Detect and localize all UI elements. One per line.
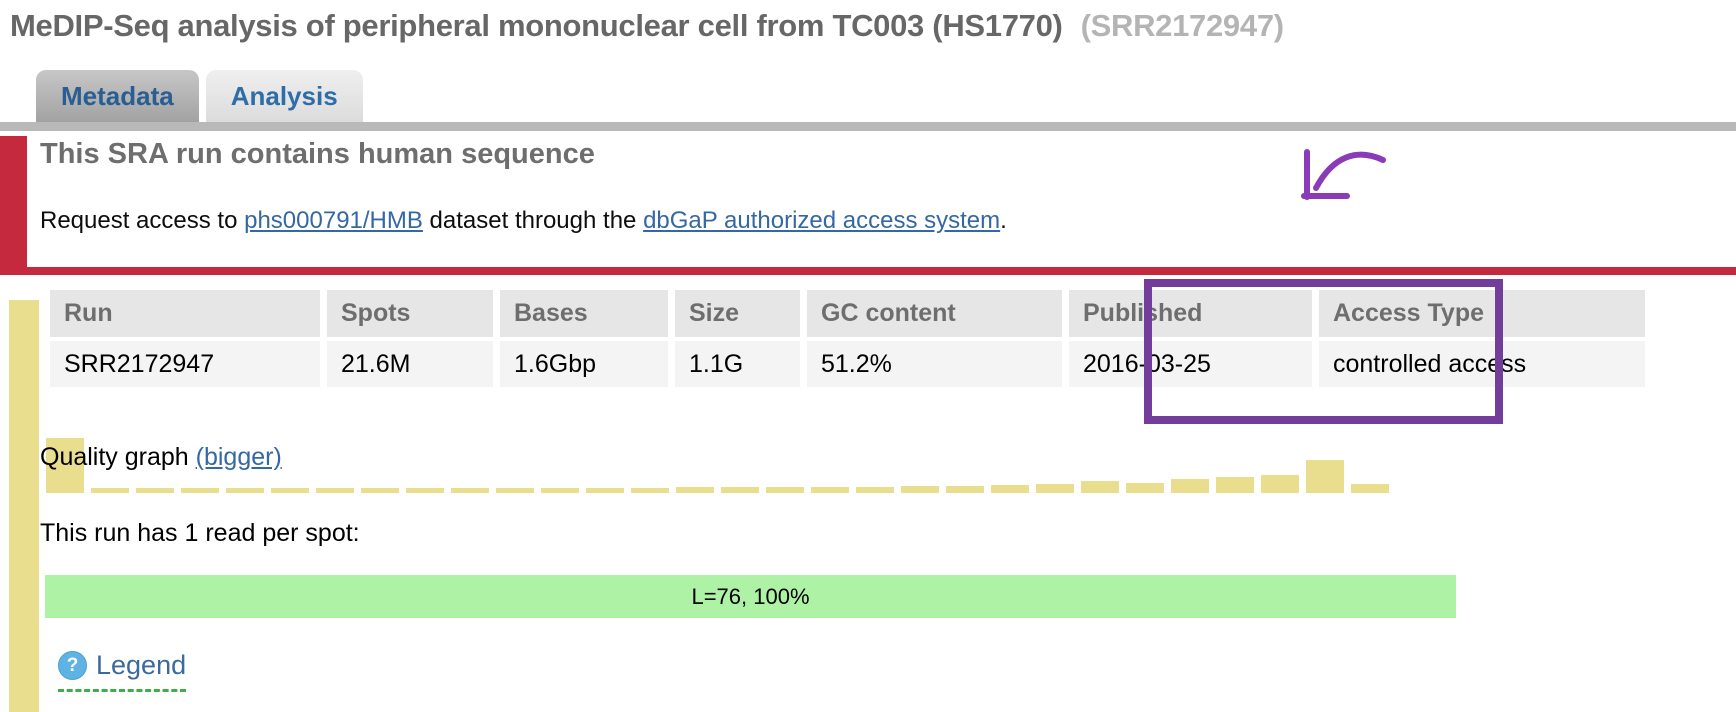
quality-bar [1036, 484, 1074, 493]
quality-bar [1126, 483, 1164, 493]
column-header-spots: Spots [327, 290, 493, 337]
quality-bar [136, 488, 174, 493]
table-cell: 51.2% [807, 341, 1062, 387]
legend-link[interactable]: ? Legend [58, 650, 187, 692]
quality-bar [631, 488, 669, 493]
quality-bar [271, 488, 309, 493]
quality-bar [361, 488, 399, 493]
annotation-box-access-type [1144, 279, 1503, 424]
quality-bar [1306, 460, 1344, 493]
quality-bar [1171, 479, 1209, 493]
quality-bar [91, 488, 129, 493]
warning-body-prefix: Request access to [40, 207, 245, 234]
table-cell: SRR2172947 [50, 341, 320, 387]
quality-bar [946, 486, 984, 493]
run-table-header-row: Run Spots Bases Size GC content Published Acce… [50, 290, 1645, 337]
bigger-link[interactable]: (bigger) [195, 443, 282, 471]
quality-bar [541, 488, 579, 493]
read-length-segment: L=76, 100% [45, 575, 1456, 618]
quality-bar [406, 488, 444, 493]
quality-bar [496, 488, 534, 493]
tab-bar: Metadata Analysis [36, 70, 363, 122]
quality-bar [721, 487, 759, 493]
quality-bar [901, 486, 939, 493]
quality-bar [766, 487, 804, 493]
reads-per-spot-text: This run has 1 read per spot: [40, 519, 360, 547]
column-header-published: Published [1069, 290, 1312, 337]
quality-bar [676, 487, 714, 493]
left-accent-bar [9, 300, 39, 712]
column-header-bases: Bases [500, 290, 668, 337]
quality-graph-label-text: Quality graph [40, 443, 196, 471]
column-header-gc-content: GC content [807, 290, 1062, 337]
quality-bar [856, 487, 894, 493]
run-title-text: MeDIP-Seq analysis of peripheral mononuc… [10, 8, 1063, 43]
quality-bar [991, 485, 1029, 493]
warning-body: Request access to phs000791/HMB dataset … [40, 207, 1007, 235]
warning-body-suffix: . [1000, 207, 1007, 234]
warning-left-edge [0, 136, 27, 267]
dbgap-access-link[interactable]: dbGaP authorized access system [643, 207, 1001, 234]
warning-body-middle: dataset through the [422, 207, 644, 234]
quality-bar [1261, 475, 1299, 493]
quality-bar [451, 488, 489, 493]
warning-heading: This SRA run contains human sequence [40, 138, 595, 170]
help-question-icon[interactable]: ? [58, 651, 87, 680]
tab-metadata[interactable]: Metadata [36, 70, 199, 122]
quality-bar [181, 488, 219, 493]
table-cell: controlled access [1319, 341, 1645, 387]
page-title: MeDIP-Seq analysis of peripheral mononuc… [10, 8, 1284, 44]
quality-graph-label: Quality graph (bigger) [40, 443, 282, 472]
column-header-access-type: Access Type [1319, 290, 1645, 337]
quality-bar [316, 488, 354, 493]
column-header-size: Size [675, 290, 800, 337]
tab-strip-divider [0, 122, 1736, 131]
read-length-label: L=76, 100% [691, 583, 810, 609]
table-cell: 1.1G [675, 341, 800, 387]
table-cell: 1.6Gbp [500, 341, 668, 387]
quality-bar [586, 488, 624, 493]
table-row: SRR2172947 21.6M 1.6Gbp 1.1G 51.2% 2016-03-25… [50, 341, 1645, 387]
legend-label: Legend [96, 650, 187, 680]
run-table-body: SRR2172947 21.6M 1.6Gbp 1.1G 51.2% 2016-03-25… [50, 341, 1645, 387]
phs-dataset-link[interactable]: phs000791/HMB [244, 207, 423, 234]
quality-bar [1351, 484, 1389, 493]
run-table: Run Spots Bases Size GC content Published Acce… [43, 286, 1652, 391]
read-length-bar: L=76, 100% [45, 575, 1456, 618]
tab-analysis[interactable]: Analysis [205, 70, 363, 122]
run-accession: (SRR2172947) [1080, 8, 1284, 43]
quality-bar [1081, 481, 1119, 493]
annotation-arrow-icon [1301, 149, 1386, 200]
quality-bar [1216, 477, 1254, 493]
quality-bar [226, 488, 264, 493]
column-header-run: Run [50, 290, 320, 337]
table-cell: 21.6M [327, 341, 493, 387]
warning-bottom-border [0, 267, 1736, 275]
quality-bar [811, 487, 849, 493]
run-table-head: Run Spots Bases Size GC content Published Acce… [50, 290, 1645, 337]
